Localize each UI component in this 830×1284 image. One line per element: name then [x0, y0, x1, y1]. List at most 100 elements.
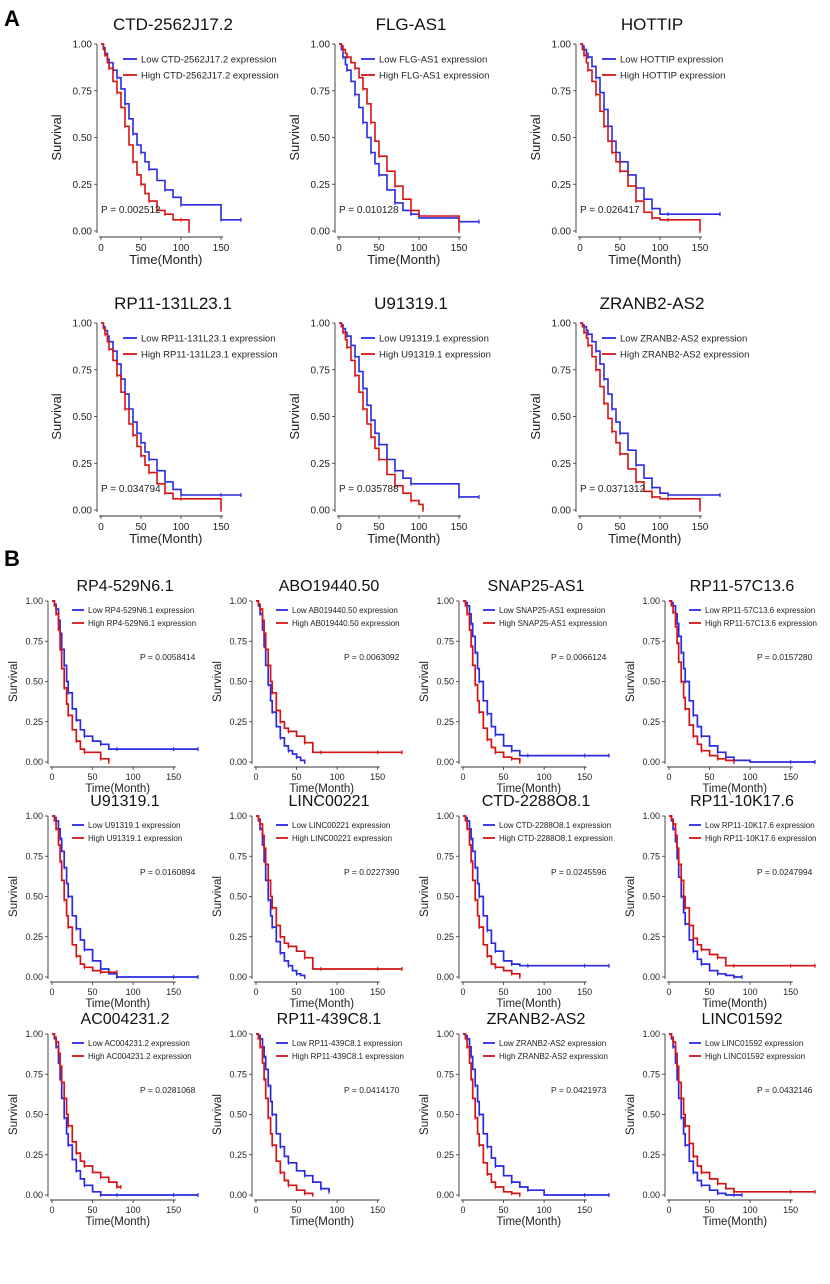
y-tick-label: 0.50: [25, 892, 43, 902]
y-tick-label: 1.00: [25, 1029, 43, 1039]
y-tick-label: 0.75: [25, 1069, 43, 1079]
legend-label-low: Low RP4-529N6.1 expression: [88, 606, 194, 615]
y-tick-label: 0.00: [552, 227, 572, 238]
plot-title: RP11-10K17.6: [690, 793, 794, 810]
x-tick-label: 100: [411, 243, 428, 254]
x-tick-label: 50: [292, 1205, 302, 1215]
x-tick-label: 100: [126, 987, 141, 997]
survival-curve-low: [339, 43, 479, 223]
y-tick-label: 0.75: [642, 1069, 660, 1079]
x-tick-label: 0: [336, 522, 342, 533]
km-plot: SNAP25-AS1 0.00 0.25 0.50 0.75 1.00 0 50 100 150 T…: [419, 578, 610, 795]
survival-curve-low: [463, 815, 609, 967]
y-tick-label: 0.50: [642, 892, 660, 902]
x-axis-label: Time(Month): [289, 1216, 354, 1228]
x-tick-label: 50: [705, 1205, 715, 1215]
legend-label-high: High AB019440.50 expression: [292, 619, 400, 628]
y-tick-label: 0.00: [73, 506, 93, 517]
km-plot: LINC00221 0.00 0.25 0.50 0.75 1.00 0 50 100 150 Ti…: [212, 793, 403, 1010]
y-axis-label: Survival: [8, 876, 20, 917]
p-value: P = 0.0421973: [551, 1085, 607, 1095]
y-tick-label: 0.25: [25, 717, 43, 727]
survival-curve-high: [256, 600, 402, 754]
plot-title: RP11-439C8.1: [277, 1011, 382, 1028]
plot-title: CTD-2562J17.2: [113, 15, 233, 34]
p-value: P = 0.0414170: [344, 1085, 400, 1095]
legend-label-low: Low AB019440.50 expression: [292, 606, 398, 615]
x-tick-label: 0: [253, 772, 258, 782]
survival-curve-high: [256, 815, 402, 970]
x-tick-label: 50: [135, 522, 147, 533]
x-tick-label: 150: [692, 243, 709, 254]
x-tick-label: 0: [253, 1205, 258, 1215]
x-tick-label: 150: [370, 1205, 385, 1215]
x-tick-label: 0: [49, 987, 54, 997]
survival-curve-low: [256, 1033, 330, 1192]
y-tick-label: 1.00: [552, 40, 572, 51]
survival-curve-high: [463, 1033, 521, 1195]
x-tick-label: 0: [253, 987, 258, 997]
legend-label-high: High AC004231.2 expression: [88, 1052, 192, 1061]
y-axis-label: Survival: [625, 661, 637, 702]
x-tick-label: 100: [652, 522, 669, 533]
survival-curve-low: [463, 600, 609, 757]
y-axis-label: Survival: [8, 1094, 20, 1135]
y-tick-label: 1.00: [642, 596, 660, 606]
km-plot: U91319.1 0.00 0.25 0.50 0.75 1.00 0 50 100 150 Tim…: [8, 793, 199, 1010]
legend-label-low: Low RP11-131L23.1 expression: [141, 333, 276, 344]
x-tick-label: 100: [126, 772, 141, 782]
y-tick-label: 1.00: [436, 811, 454, 821]
survival-curve-low: [580, 322, 720, 496]
y-tick-label: 0.75: [642, 851, 660, 861]
x-tick-label: 150: [166, 987, 181, 997]
x-tick-label: 100: [330, 1205, 345, 1215]
y-tick-label: 0.50: [229, 677, 247, 687]
y-tick-label: 0.75: [642, 636, 660, 646]
x-tick-label: 100: [743, 772, 758, 782]
x-tick-label: 0: [460, 1205, 465, 1215]
y-axis-label: Survival: [419, 876, 431, 917]
x-tick-label: 50: [499, 1205, 509, 1215]
y-axis-label: Survival: [625, 1094, 637, 1135]
y-tick-label: 0.25: [73, 459, 93, 470]
legend-label-low: Low CTD-2562J17.2 expression: [141, 54, 277, 65]
p-value: P = 0.0058414: [140, 652, 196, 662]
x-tick-label: 150: [783, 1205, 798, 1215]
p-value: P = 0.0247994: [757, 867, 813, 877]
x-tick-label: 50: [373, 522, 385, 533]
plot-title: LINC01592: [702, 1011, 783, 1028]
y-tick-label: 1.00: [311, 319, 331, 330]
legend-label-high: High LINC00221 expression: [292, 834, 392, 843]
x-tick-label: 50: [705, 987, 715, 997]
legend-label-high: High HOTTIP expression: [620, 70, 725, 81]
y-tick-label: 0.00: [642, 972, 660, 982]
y-tick-label: 0.25: [642, 717, 660, 727]
y-axis-label: Survival: [625, 876, 637, 917]
p-value: P = 0.0066124: [551, 652, 607, 662]
x-tick-label: 150: [577, 772, 592, 782]
legend-label-high: High U91319.1 expression: [88, 834, 182, 843]
x-axis-label: Time(Month): [85, 1216, 150, 1228]
x-tick-label: 100: [173, 243, 190, 254]
x-tick-label: 0: [49, 772, 54, 782]
y-axis-label: Survival: [287, 114, 302, 160]
y-tick-label: 1.00: [229, 1029, 247, 1039]
x-axis-label: Time(Month): [702, 1216, 767, 1228]
x-axis-label: Time(Month): [608, 531, 681, 546]
legend-label-low: Low ZRANB2-AS2 expression: [499, 1039, 606, 1048]
survival-curve-high: [580, 43, 701, 231]
legend-label-low: Low RP11-57C13.6 expression: [705, 606, 815, 615]
p-value: P = 0.026417: [580, 205, 640, 216]
p-value: P = 0.0063092: [344, 652, 400, 662]
y-tick-label: 0.50: [642, 677, 660, 687]
x-axis-label: Time(Month): [85, 998, 150, 1010]
plot-title: HOTTIP: [621, 15, 683, 34]
x-tick-label: 150: [166, 772, 181, 782]
legend-label-high: High LINC01592 expression: [705, 1052, 805, 1061]
plot-title: ABO19440.50: [279, 578, 380, 595]
x-tick-label: 0: [666, 987, 671, 997]
x-tick-label: 100: [173, 522, 190, 533]
legend-label-low: Low U91319.1 expression: [379, 333, 489, 344]
x-axis-label: Time(Month): [289, 998, 354, 1010]
